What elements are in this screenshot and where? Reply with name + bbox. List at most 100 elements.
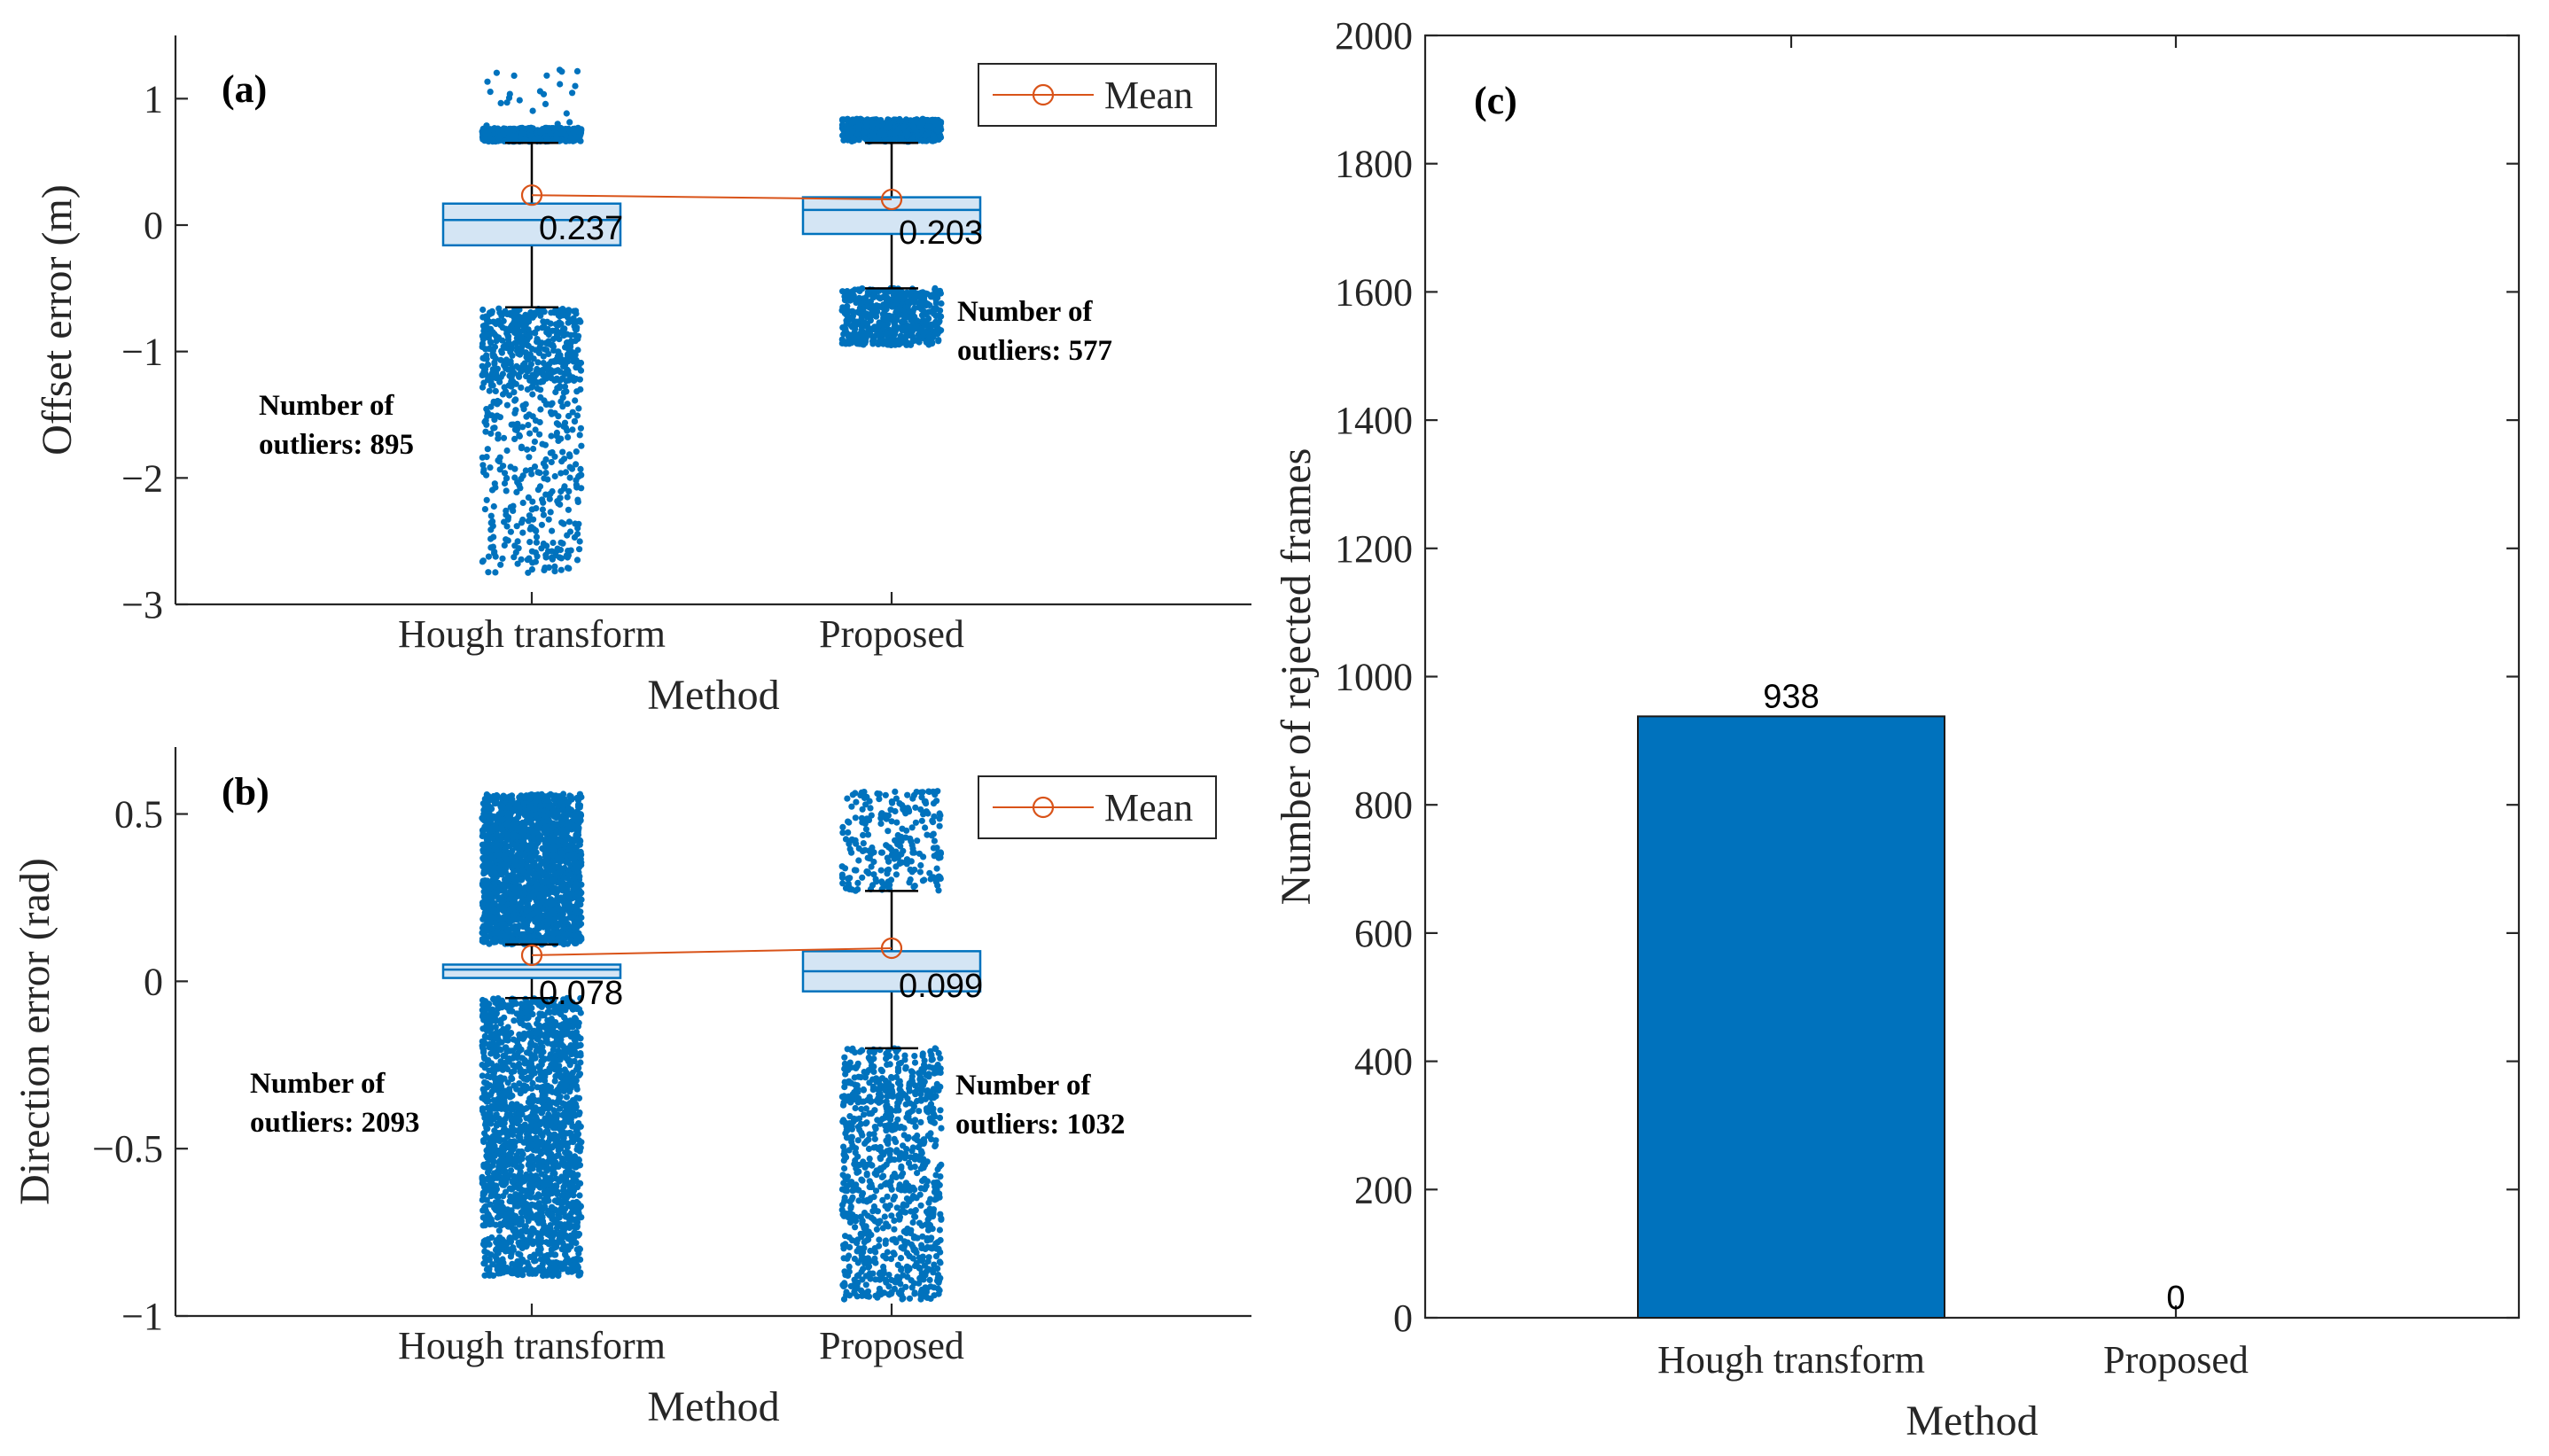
outlier-point	[534, 339, 541, 346]
outlier-point	[516, 804, 523, 812]
outlier-point	[481, 324, 488, 332]
outlier-point	[514, 538, 521, 545]
outlier-point	[512, 396, 519, 403]
outlier-point	[918, 299, 926, 306]
outlier-point	[557, 494, 564, 502]
outlier-point	[856, 287, 863, 294]
outlier-point	[525, 326, 532, 333]
outlier-point	[560, 940, 567, 947]
outlier-point	[557, 320, 565, 327]
outlier-point	[504, 810, 512, 818]
outlier-point	[518, 475, 525, 483]
outlier-point	[914, 131, 922, 138]
outlier-point	[503, 365, 510, 372]
outlier-point	[492, 387, 499, 394]
outlier-point	[493, 922, 500, 929]
outlier-point	[846, 297, 854, 304]
outlier-point	[557, 798, 564, 806]
outlier-point	[577, 901, 584, 908]
outlier-point	[527, 867, 534, 874]
outlier-point	[530, 445, 537, 453]
outlier-point	[527, 818, 534, 825]
outlier-point	[479, 937, 487, 944]
outlier-point	[566, 474, 573, 481]
outlier-point	[533, 505, 540, 512]
outlier-point	[525, 569, 532, 576]
outlier-point	[539, 370, 547, 377]
y-tick-label: −1	[121, 331, 163, 374]
outlier-point	[497, 356, 504, 363]
outlier-point	[897, 117, 905, 124]
outlier-point	[503, 511, 510, 518]
x-tick-label: Hough transform	[398, 612, 666, 656]
outlier-point	[567, 547, 574, 554]
outlier-point	[512, 132, 519, 139]
outlier-point	[512, 380, 519, 387]
outlier-point	[535, 349, 543, 356]
outlier-point	[513, 523, 520, 530]
outlier-point	[491, 800, 499, 807]
outlier-point	[511, 435, 518, 442]
outlier-point	[542, 551, 550, 558]
outlier-point	[900, 324, 907, 331]
outlier-point	[884, 294, 891, 301]
outlier-point	[511, 554, 518, 561]
outlier-point	[479, 306, 487, 314]
outlier-point	[479, 384, 487, 391]
outlier-point	[854, 131, 861, 138]
outlier-point	[901, 292, 908, 299]
outlier-point	[914, 317, 921, 324]
outlier-point	[480, 923, 487, 930]
mean-value-label: 0.203	[899, 214, 983, 252]
outlier-point	[898, 318, 905, 325]
outlier-point	[516, 904, 523, 912]
outlier-point	[550, 539, 557, 547]
outlier-point	[569, 409, 576, 416]
outlier-point	[576, 922, 583, 929]
outlier-point	[545, 564, 553, 572]
outlier-point	[531, 853, 539, 860]
outlier-point	[560, 520, 567, 527]
outlier-point	[547, 918, 554, 925]
outlier-point	[539, 868, 547, 876]
outlier-point	[524, 843, 531, 850]
outlier-point	[497, 99, 504, 106]
outlier-point	[550, 358, 557, 365]
outlier-point	[888, 136, 896, 144]
outlier-point	[526, 512, 534, 519]
outlier-point	[575, 520, 582, 527]
outlier-count-note: Number of	[259, 390, 394, 422]
outlier-point	[526, 430, 534, 437]
outlier-point	[572, 351, 579, 358]
outlier-count-note: Number of	[957, 296, 1093, 328]
outlier-point	[550, 369, 557, 376]
outlier-point	[875, 135, 882, 142]
outlier-point	[503, 821, 511, 828]
y-tick-label: 0.5	[114, 793, 163, 837]
outlier-point	[560, 827, 567, 834]
outlier-point	[495, 305, 503, 312]
outlier-point	[902, 334, 909, 341]
outlier-point	[511, 821, 518, 828]
outlier-point	[484, 446, 491, 453]
outlier-point	[516, 432, 523, 439]
outlier-point	[858, 327, 865, 334]
outlier-point	[548, 458, 555, 466]
legend: Mean	[978, 63, 1217, 127]
outlier-point	[479, 848, 487, 855]
outlier-point	[573, 909, 580, 916]
outlier-point	[480, 128, 487, 136]
outlier-point	[516, 884, 523, 892]
outlier-point	[923, 318, 930, 325]
outlier-point	[489, 330, 496, 337]
outlier-point	[536, 431, 543, 438]
outlier-point	[861, 319, 869, 326]
outlier-point	[938, 300, 945, 308]
outlier-point	[932, 320, 939, 327]
outlier-point	[502, 852, 509, 859]
outlier-point	[495, 456, 502, 464]
outlier-point	[492, 484, 499, 491]
outlier-point	[550, 343, 557, 350]
outlier-point	[932, 291, 939, 298]
outlier-point	[523, 364, 530, 371]
